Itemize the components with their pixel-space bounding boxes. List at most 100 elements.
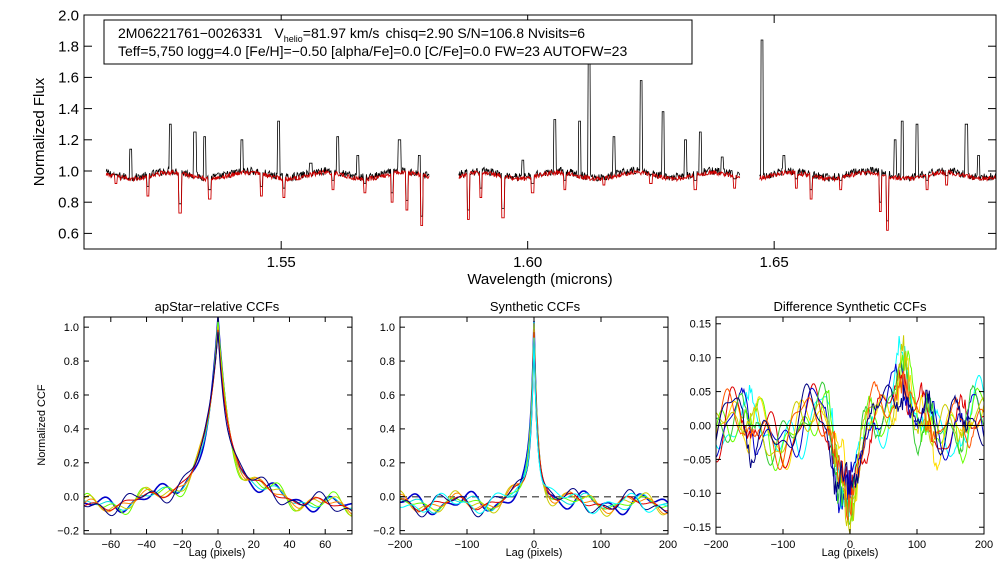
annotation-star-id: 2M06221761−0026331 xyxy=(118,25,263,41)
x-tick-label: −60 xyxy=(101,539,120,551)
difference-ccf-xlabel: Lag (pixels) xyxy=(822,547,879,559)
y-tick-label: 0.4 xyxy=(64,424,79,436)
synthetic-ccf-series xyxy=(399,321,669,518)
x-tick-label: 100 xyxy=(592,539,610,551)
y-tick-label: −0.2 xyxy=(373,525,395,537)
spectrum-annotation-line2: Teff=5,750 logg=4.0 [Fe/H]=−0.50 [alpha/… xyxy=(118,43,627,59)
ccf-series-line xyxy=(399,337,669,515)
ccf-series-line xyxy=(399,339,669,518)
annotation-stats: chisq=2.90 S/N=106.8 Nvisits=6 xyxy=(385,25,585,41)
y-tick-label: 0.05 xyxy=(690,386,711,398)
spectrum-ticks: 1.55 1.60 1.65 0.6 0.8 1.0 1.2 1.4 1.6 1.8 2.0 xyxy=(58,7,996,271)
x-tick-label: 1.60 xyxy=(513,254,542,271)
y-tick-label: 1.0 xyxy=(64,322,79,334)
difference-series-line xyxy=(715,383,985,495)
difference-ccf-ticks: −200 −100 0 100 200 −0.15 −0.10 −0.05 0.00 0.05 0.… xyxy=(683,317,993,551)
y-tick-label: −0.10 xyxy=(683,488,711,500)
x-tick-label: 1.65 xyxy=(760,254,789,271)
model-spectrum-line xyxy=(105,169,430,227)
spectrum-model-series xyxy=(105,169,997,231)
spectrum-panel: 1.55 1.60 1.65 0.6 0.8 1.0 1.2 1.4 1.6 1.8 2.0 Wav… xyxy=(31,7,997,288)
annotation-vhelio-sub: helio xyxy=(284,34,303,44)
y-tick-label: 0.8 xyxy=(64,356,79,368)
ccf-series-line xyxy=(399,323,669,511)
synthetic-ccf-xlabel: Lag (pixels) xyxy=(506,547,563,559)
observed-spectrum-line xyxy=(458,58,741,211)
ccf-series-line xyxy=(83,331,353,517)
annotation-vhelio-value: =81.97 km/s xyxy=(303,25,380,41)
y-tick-label: 0.8 xyxy=(380,356,395,368)
y-tick-label: 2.0 xyxy=(58,7,79,24)
x-tick-label: −100 xyxy=(455,539,480,551)
difference-ccf-title: Difference Synthetic CCFs xyxy=(774,299,927,314)
y-tick-label: −0.15 xyxy=(683,522,711,534)
x-tick-label: 0 xyxy=(215,539,221,551)
y-tick-label: −0.05 xyxy=(683,454,711,466)
x-tick-label: 0 xyxy=(531,539,537,551)
x-tick-label: −100 xyxy=(771,539,796,551)
x-tick-label: 40 xyxy=(283,539,295,551)
x-tick-label: 200 xyxy=(975,539,993,551)
y-tick-label: 0.4 xyxy=(380,424,395,436)
y-tick-label: 0.6 xyxy=(380,390,395,402)
synthetic-ccf-title: Synthetic CCFs xyxy=(490,299,581,314)
spectrum-annotation-box xyxy=(103,19,693,65)
y-tick-label: 0.0 xyxy=(380,492,395,504)
difference-ccf-panel: Difference Synthetic CCFs −200 −100 0 100 20… xyxy=(683,299,993,559)
x-tick-label: 0 xyxy=(847,539,853,551)
apstar-ccf-title: apStar−relative CCFs xyxy=(155,299,280,314)
model-spectrum-line xyxy=(458,169,741,220)
y-tick-label: 1.2 xyxy=(58,132,79,149)
y-tick-label: 0.2 xyxy=(380,458,395,470)
x-tick-label: −200 xyxy=(704,539,729,551)
y-tick-label: 0.6 xyxy=(58,226,79,243)
y-tick-label: 1.0 xyxy=(380,322,395,334)
spectrum-annotation-line1: 2M06221761−0026331 Vhelio=81.97 km/s chisq… xyxy=(118,25,585,44)
ccf-series-line xyxy=(83,329,353,512)
y-tick-label: 1.0 xyxy=(58,163,79,180)
y-tick-label: 1.6 xyxy=(58,70,79,87)
difference-series-line xyxy=(715,369,984,499)
spectrum-observed-series xyxy=(105,39,997,222)
ccf-series-line xyxy=(83,320,353,511)
x-tick-label: 20 xyxy=(248,539,260,551)
spectrum-ylabel: Normalized Flux xyxy=(31,77,48,186)
observed-spectrum-line xyxy=(105,120,430,217)
x-tick-label: 100 xyxy=(908,539,926,551)
y-tick-label: 1.8 xyxy=(58,38,79,55)
x-tick-label: −20 xyxy=(173,539,192,551)
ccf-series-line xyxy=(83,326,353,518)
x-tick-label: 60 xyxy=(319,539,331,551)
ccf-series-line xyxy=(83,320,353,516)
apstar-ccf-ylabel: Normalized CCF xyxy=(36,384,48,466)
y-tick-label: 1.4 xyxy=(58,101,79,118)
apstar-ccf-series xyxy=(83,316,353,518)
x-tick-label: −40 xyxy=(137,539,156,551)
x-tick-label: 200 xyxy=(659,539,677,551)
difference-ccf-series xyxy=(715,335,985,535)
y-tick-label: −0.2 xyxy=(57,525,79,537)
spectrum-frame xyxy=(83,14,997,250)
apstar-ccf-xlabel: Lag (pixels) xyxy=(189,547,246,559)
ccf-series-line xyxy=(83,329,353,515)
y-tick-label: 0.8 xyxy=(58,194,79,211)
difference-series-line xyxy=(715,362,985,514)
y-tick-label: 0.10 xyxy=(690,353,711,365)
ccf-series-line xyxy=(83,316,353,514)
spectrum-xlabel: Wavelength (microns) xyxy=(467,271,612,288)
y-tick-label: 0.00 xyxy=(690,420,711,432)
y-tick-label: 0.6 xyxy=(64,390,79,402)
y-tick-label: 0.2 xyxy=(64,458,79,470)
y-tick-label: 0.15 xyxy=(690,319,711,331)
model-spectrum-line xyxy=(759,169,997,231)
apstar-ccf-ticks: −60 −40 −20 0 20 40 60 −0.2 0.0 0.2 0.4 0.6 0.8 1.0 xyxy=(57,317,352,551)
ccf-series-line xyxy=(399,332,669,512)
observed-spectrum-line xyxy=(759,39,997,222)
annotation-vhelio-label: V xyxy=(274,25,284,41)
y-tick-label: 0.0 xyxy=(64,492,79,504)
synthetic-ccf-ticks: −200 −100 0 100 200 −0.2 0.0 0.2 0.4 0.6 0.8 1.0 xyxy=(373,317,677,551)
synthetic-ccf-panel: Synthetic CCFs −200 −100 0 100 200 −0.2 0.0 0.2… xyxy=(373,299,677,559)
apstar-ccf-panel: apStar−relative CCFs −60 −40 −20 0 20 40 60 −0.… xyxy=(36,299,353,559)
x-tick-label: 1.55 xyxy=(267,254,296,271)
